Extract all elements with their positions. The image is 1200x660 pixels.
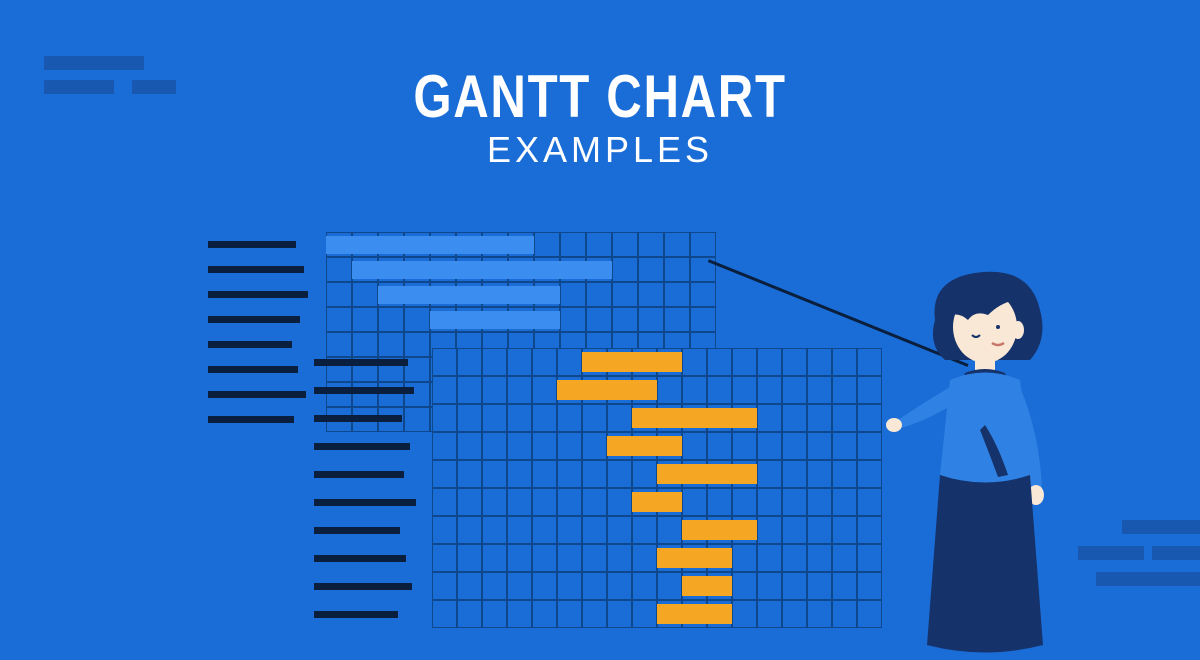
deco-bar xyxy=(1096,572,1200,586)
task-label-bar xyxy=(208,241,296,248)
gantt-bar xyxy=(326,236,534,254)
task-label-bar xyxy=(208,416,294,423)
task-label-bar xyxy=(314,555,406,562)
deco-bar xyxy=(44,80,114,94)
gantt-bar xyxy=(682,576,732,596)
deco-bar xyxy=(44,56,144,70)
gantt-bar xyxy=(632,492,682,512)
page-title: GANTT CHART xyxy=(413,62,786,131)
page-subtitle: EXAMPLES xyxy=(372,129,827,171)
gantt-chart-front xyxy=(302,348,882,628)
gantt-bar xyxy=(352,261,612,279)
presenter-illustration xyxy=(880,265,1090,655)
gantt-bar xyxy=(607,436,682,456)
task-label-bar xyxy=(314,611,398,618)
gantt-task-labels xyxy=(302,348,432,628)
task-label-bar xyxy=(208,291,308,298)
gantt-bar xyxy=(557,380,657,400)
task-label-bar xyxy=(208,341,292,348)
gantt-bar xyxy=(632,408,757,428)
title-block: GANTT CHART EXAMPLES xyxy=(372,62,827,171)
gantt-bar xyxy=(657,604,732,624)
gantt-grid xyxy=(432,348,882,628)
gantt-bar xyxy=(582,352,682,372)
gantt-bar xyxy=(682,520,757,540)
gantt-bar xyxy=(657,464,757,484)
task-label-bar xyxy=(208,366,298,373)
task-label-bar xyxy=(314,527,400,534)
deco-bar xyxy=(1122,520,1200,534)
task-label-bar xyxy=(314,471,404,478)
task-label-bar xyxy=(314,387,414,394)
task-label-bar xyxy=(208,316,300,323)
gantt-bar xyxy=(430,311,560,329)
gantt-bar xyxy=(378,286,560,304)
task-label-bar xyxy=(208,266,304,273)
deco-bar xyxy=(132,80,176,94)
gantt-bar xyxy=(657,548,732,568)
task-label-bar xyxy=(314,443,410,450)
deco-bar xyxy=(1152,546,1200,560)
task-label-bar xyxy=(208,391,306,398)
task-label-bar xyxy=(314,359,408,366)
task-label-bar xyxy=(314,415,402,422)
task-label-bar xyxy=(314,499,416,506)
task-label-bar xyxy=(314,583,412,590)
